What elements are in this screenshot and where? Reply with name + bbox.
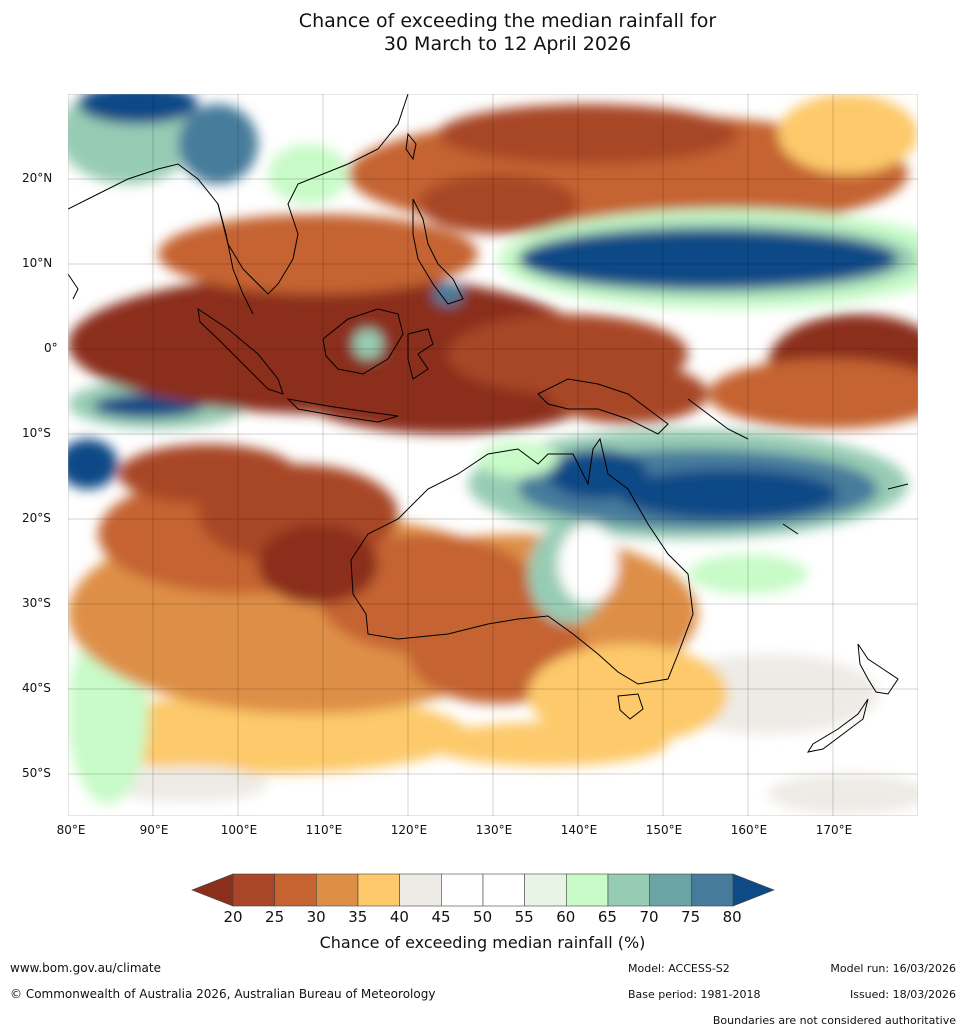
borneo-coastline (322, 308, 404, 375)
colorbar-segment (649, 873, 692, 907)
colorbar-segment (399, 873, 442, 907)
philippines-coastline (412, 198, 464, 305)
colorbar-segment (482, 873, 525, 907)
colorbar (191, 873, 775, 907)
colorbar-segment (524, 873, 567, 907)
colorbar-extend-high (732, 873, 775, 907)
lat-label: 10°S (22, 426, 51, 440)
colorbar-tick: 70 (639, 908, 659, 926)
issued-text: Issued: 18/03/2026 (849, 988, 956, 1001)
lat-label: 20°S (22, 511, 51, 525)
australia-coastline (350, 437, 694, 685)
lat-label: 30°S (22, 596, 51, 610)
new-zealand-south-coastline (806, 698, 869, 753)
pacific-islands-coastline (687, 398, 909, 535)
colorbar-segment (607, 873, 650, 907)
lat-label: 50°S (22, 766, 51, 780)
lon-label: 160°E (730, 823, 768, 837)
website-link[interactable]: www.bom.gov.au/climate (10, 961, 161, 975)
colorbar-segment (357, 873, 400, 907)
lon-label: 150°E (645, 823, 683, 837)
colorbar-label: Chance of exceeding median rainfall (%) (319, 933, 646, 952)
java-coastline (286, 398, 399, 423)
model-run-text: Model run: 16/03/2026 (830, 962, 956, 975)
colorbar-tick: 20 (223, 908, 243, 926)
colorbar-segment (441, 873, 484, 907)
title-line-1: Chance of exceeding the median rainfall … (298, 10, 717, 32)
lon-label: 80°E (56, 823, 86, 837)
lon-label: 170°E (815, 823, 853, 837)
lon-label: 140°E (560, 823, 598, 837)
lat-label: 40°S (22, 681, 51, 695)
lat-label: 0° (44, 341, 58, 355)
title-line-2: 30 March to 12 April 2026 (383, 33, 632, 55)
sumatra-coastline (197, 307, 284, 395)
india-coastline (68, 273, 79, 300)
tasmania-coastline (617, 693, 644, 720)
coastlines (68, 94, 909, 753)
copyright-text: © Commonwealth of Australia 2026, Austra… (10, 987, 436, 1001)
taiwan-coastline (405, 132, 417, 161)
map-title: Chance of exceeding the median rainfall … (0, 10, 965, 56)
colorbar-segment (316, 873, 359, 907)
lon-label: 100°E (220, 823, 258, 837)
colorbar-tick: 55 (514, 908, 534, 926)
model-text: Model: ACCESS-S2 (628, 962, 730, 975)
colorbar-segment (691, 873, 734, 907)
colorbar-segment (232, 873, 275, 907)
lon-label: 120°E (390, 823, 428, 837)
boundaries-disclaimer: Boundaries are not considered authoritat… (712, 1014, 956, 1027)
graticule (68, 94, 918, 816)
lat-label: 20°N (22, 171, 53, 185)
sulawesi-coastline (407, 328, 434, 380)
colorbar-tick: 50 (473, 908, 493, 926)
colorbar-tick: 35 (348, 908, 368, 926)
new-zealand-north-coastline (857, 643, 899, 695)
colorbar-tick: 75 (681, 908, 701, 926)
rainfall-map (68, 94, 918, 816)
colorbar-tick: 60 (556, 908, 576, 926)
colorbar-segment (274, 873, 317, 907)
rainfall-field (68, 94, 918, 814)
asia-mainland-coastline (68, 94, 409, 295)
lat-label: 10°N (22, 256, 53, 270)
colorbar-extend-low (191, 873, 234, 907)
lon-label: 90°E (139, 823, 169, 837)
colorbar-tick: 30 (306, 908, 326, 926)
base-period-text: Base period: 1981-2018 (628, 988, 761, 1001)
lon-label: 130°E (475, 823, 513, 837)
new-guinea-coastline (537, 378, 669, 435)
colorbar-tick: 80 (722, 908, 742, 926)
malay-peninsula-coastline (217, 203, 254, 315)
colorbar-segment (566, 873, 609, 907)
lon-label: 110°E (305, 823, 343, 837)
colorbar-tick: 40 (389, 908, 409, 926)
colorbar-tick: 45 (431, 908, 451, 926)
colorbar-tick: 65 (597, 908, 617, 926)
colorbar-tick: 25 (265, 908, 285, 926)
